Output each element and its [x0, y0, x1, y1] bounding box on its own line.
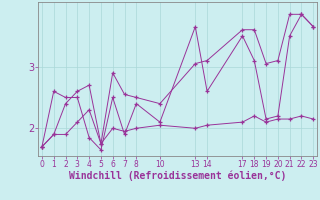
X-axis label: Windchill (Refroidissement éolien,°C): Windchill (Refroidissement éolien,°C): [69, 171, 286, 181]
